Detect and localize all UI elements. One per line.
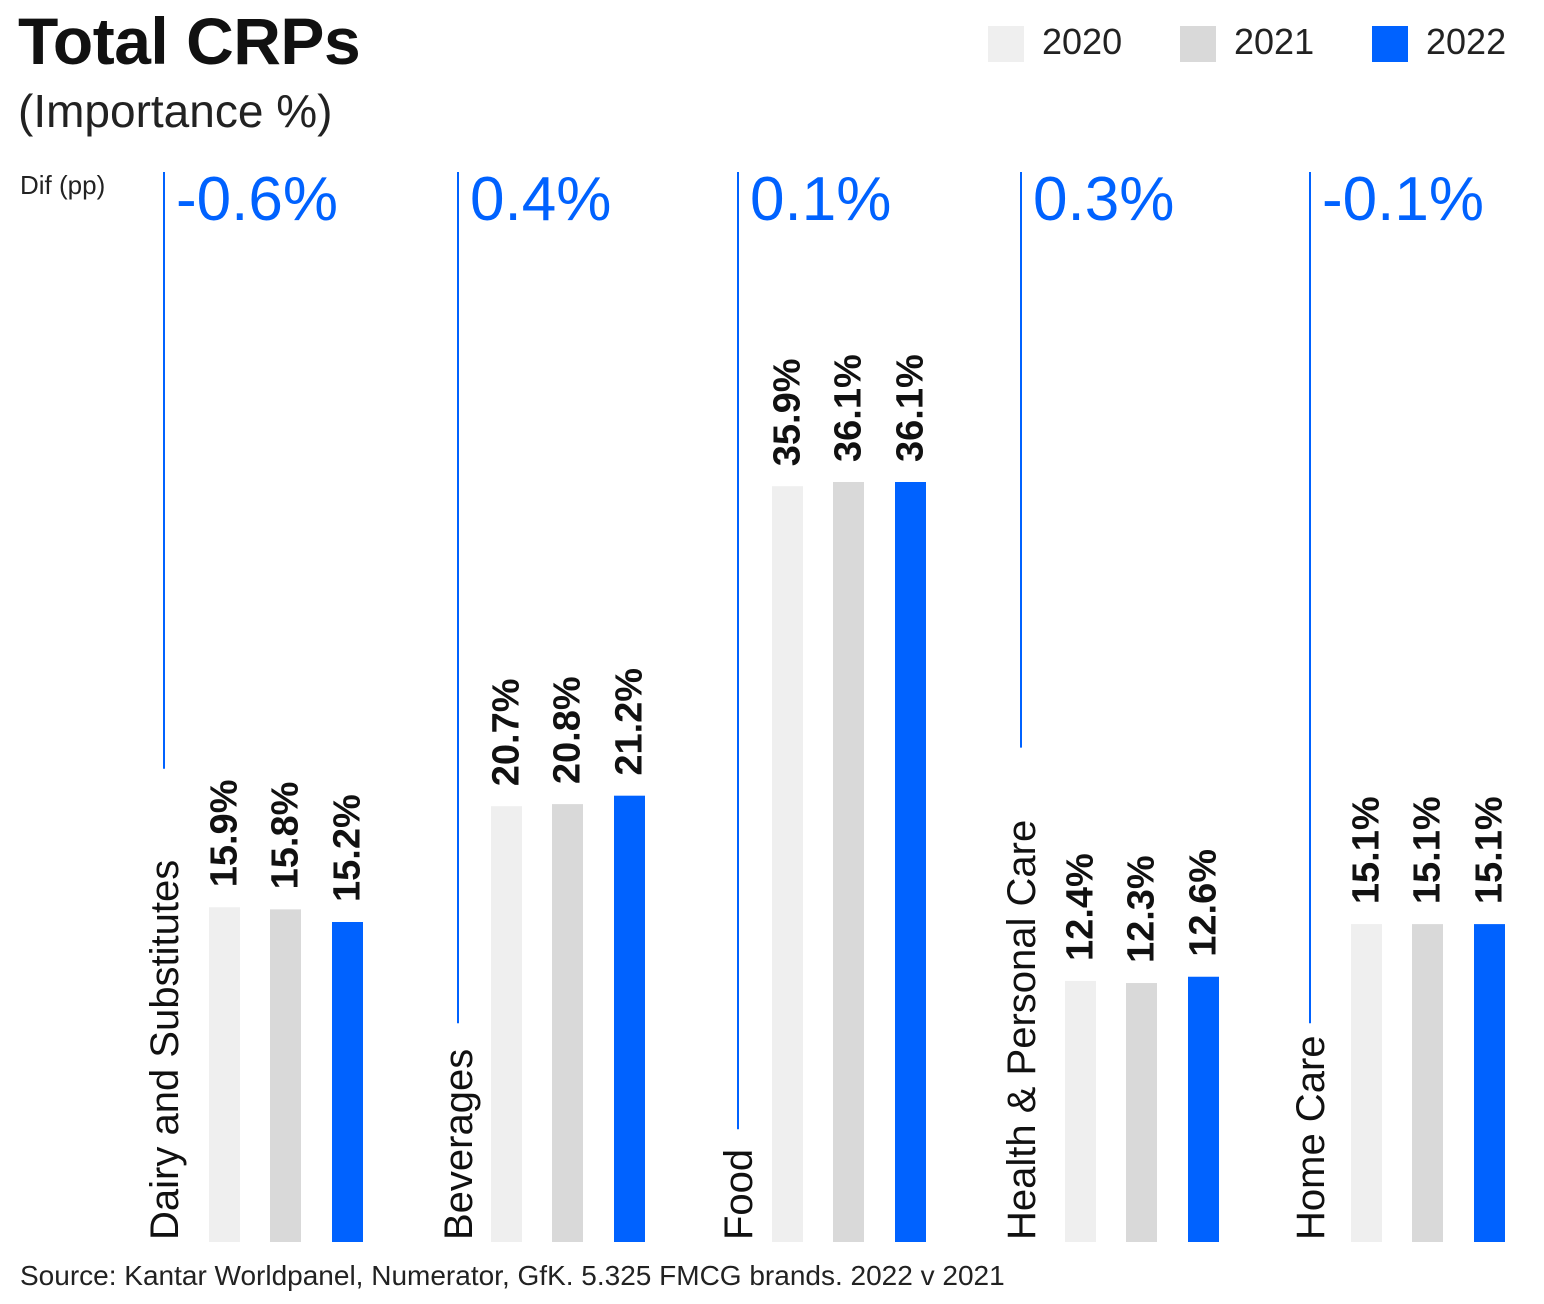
difference-value-food: 0.1% <box>750 165 891 234</box>
category-label-home-care: Home Care <box>1289 1035 1333 1240</box>
legend-label-2020: 2020 <box>1042 21 1123 62</box>
bar-beverages-2022 <box>614 795 645 1242</box>
source-note: Source: Kantar Worldpanel, Numerator, Gf… <box>20 1260 1005 1291</box>
bar-food-2021 <box>833 482 864 1242</box>
legend-swatch-2021 <box>1180 26 1216 62</box>
bar-dairy-and-substitutes-2021 <box>270 909 301 1242</box>
bar-health-and-personal-care-2020 <box>1065 980 1096 1242</box>
bar-health-and-personal-care-2022 <box>1188 976 1219 1242</box>
bar-home-care-2022 <box>1474 924 1505 1242</box>
value-label-dairy-and-substitutes-2022: 15.2% <box>327 794 369 902</box>
difference-value-beverages: 0.4% <box>470 165 611 234</box>
value-label-dairy-and-substitutes-2020: 15.9% <box>204 780 246 888</box>
value-label-dairy-and-substitutes-2021: 15.8% <box>265 782 307 890</box>
difference-value-dairy-and-substitutes: -0.6% <box>176 165 338 234</box>
bar-food-2022 <box>895 482 926 1242</box>
bar-dairy-and-substitutes-2022 <box>332 922 363 1242</box>
legend-label-2022: 2022 <box>1426 21 1507 62</box>
value-label-health-and-personal-care-2020: 12.4% <box>1060 853 1102 961</box>
chart-subtitle: (Importance %) <box>18 85 333 137</box>
value-label-home-care-2020: 15.1% <box>1346 796 1388 904</box>
bar-home-care-2020 <box>1351 924 1382 1242</box>
value-label-beverages-2022: 21.2% <box>609 668 651 776</box>
difference-label: Dif (pp) <box>20 170 106 200</box>
bar-home-care-2021 <box>1412 924 1443 1242</box>
value-label-food-2021: 36.1% <box>828 354 870 462</box>
bar-beverages-2020 <box>491 806 522 1242</box>
value-label-beverages-2021: 20.8% <box>547 676 589 784</box>
chart-title: Total CRPs <box>18 4 361 78</box>
category-label-beverages: Beverages <box>437 1049 481 1240</box>
legend-label-2021: 2021 <box>1234 21 1315 62</box>
bar-health-and-personal-care-2021 <box>1126 983 1157 1242</box>
value-label-home-care-2021: 15.1% <box>1407 796 1449 904</box>
bar-beverages-2021 <box>552 804 583 1242</box>
value-label-food-2022: 36.1% <box>890 354 932 462</box>
value-label-health-and-personal-care-2021: 12.3% <box>1121 855 1163 963</box>
value-label-home-care-2022: 15.1% <box>1469 796 1511 904</box>
value-label-health-and-personal-care-2022: 12.6% <box>1183 849 1225 957</box>
value-label-food-2020: 35.9% <box>767 358 809 466</box>
value-label-beverages-2020: 20.7% <box>486 678 528 786</box>
category-label-health-and-personal-care: Health & Personal Care <box>1000 820 1044 1240</box>
bar-chart: 15.9% 15.8% 15.2% Dairy and Substitutes -0.6… <box>143 165 1511 1242</box>
bar-food-2020 <box>772 486 803 1242</box>
legend-swatch-2022 <box>1372 26 1408 62</box>
bar-dairy-and-substitutes-2020 <box>209 907 240 1242</box>
difference-value-health-and-personal-care: 0.3% <box>1033 165 1174 234</box>
category-label-food: Food <box>717 1149 761 1240</box>
category-label-dairy-and-substitutes: Dairy and Substitutes <box>143 860 187 1240</box>
legend-swatch-2020 <box>988 26 1024 62</box>
difference-value-home-care: -0.1% <box>1322 165 1484 234</box>
